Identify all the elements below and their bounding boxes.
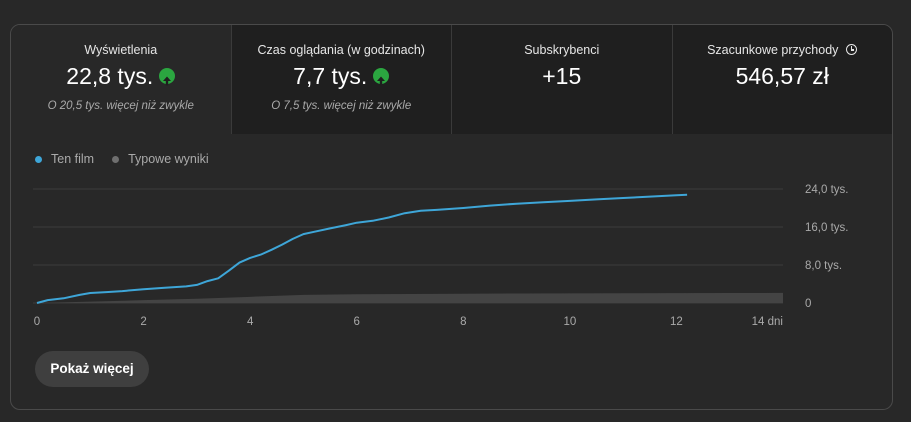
arrow-up-icon [159, 67, 176, 86]
metric-note: O 7,5 tys. więcej niż zwykle [271, 100, 412, 112]
legend-label: Typowe wyniki [128, 152, 209, 166]
x-tick-label: 10 [563, 316, 576, 328]
metric-label: Wyświetlenia [84, 43, 158, 57]
x-tick-label: 14 dni [752, 316, 783, 328]
legend-dot [112, 155, 120, 163]
arrow-up-icon [373, 67, 390, 86]
metric-revenue[interactable]: Szacunkowe przychody 546,57 zł [672, 25, 893, 134]
metric-note: O 20,5 tys. więcej niż zwykle [47, 100, 194, 112]
y-tick-label: 0 [805, 298, 811, 310]
series-line-this-video [36, 193, 688, 304]
metric-watch-time[interactable]: Czas oglądania (w godzinach) 7,7 tys. O … [231, 25, 452, 134]
metric-value: 546,57 zł [735, 63, 829, 89]
series-area-typical [37, 292, 783, 303]
metric-label: Czas oglądania (w godzinach) [257, 43, 425, 57]
x-tick-label: 8 [460, 316, 466, 328]
metric-subscribers[interactable]: Subskrybenci +15 [452, 25, 673, 134]
line-chart: 0 8,0 tys. 16,0 tys. 24,0 tys. 0 2 4 6 8 10 12 14 d… [33, 184, 848, 328]
metric-value: 22,8 tys. [11, 63, 231, 90]
metric-label: Szacunkowe przychody [673, 43, 893, 57]
analytics-card: Wyświetlenia 22,8 tys. O 20,5 tys. więce… [10, 24, 893, 410]
metric-label: Subskrybenci [524, 43, 600, 57]
metric-views[interactable]: Wyświetlenia 22,8 tys. O 20,5 tys. więce… [11, 25, 232, 134]
metric-value-text: 7,7 tys. [293, 63, 368, 89]
chart-legend: Ten film Typowe wyniki [35, 152, 209, 166]
y-tick-label: 16,0 tys. [805, 222, 848, 234]
legend-item-typical: Typowe wyniki [112, 152, 209, 166]
x-tick-label: 0 [34, 316, 40, 328]
x-tick-label: 2 [140, 316, 146, 328]
legend-item-this-video: Ten film [35, 152, 94, 166]
y-tick-label: 8,0 tys. [805, 260, 842, 272]
y-tick-label: 24,0 tys. [805, 184, 848, 196]
metric-value-text: 22,8 tys. [66, 63, 154, 89]
metric-value: +15 [542, 63, 582, 89]
metrics-row: Wyświetlenia 22,8 tys. O 20,5 tys. więce… [11, 25, 892, 134]
x-tick-label: 12 [670, 316, 683, 328]
legend-label: Ten film [51, 152, 95, 166]
metric-value: 7,7 tys. [232, 63, 452, 90]
x-tick-label: 6 [354, 316, 360, 328]
show-more-button[interactable]: Pokaż więcej [35, 351, 149, 387]
clock-icon [846, 44, 858, 56]
metric-label-text: Szacunkowe przychody [707, 43, 839, 57]
legend-dot [35, 155, 42, 163]
x-tick-label: 4 [247, 316, 254, 328]
